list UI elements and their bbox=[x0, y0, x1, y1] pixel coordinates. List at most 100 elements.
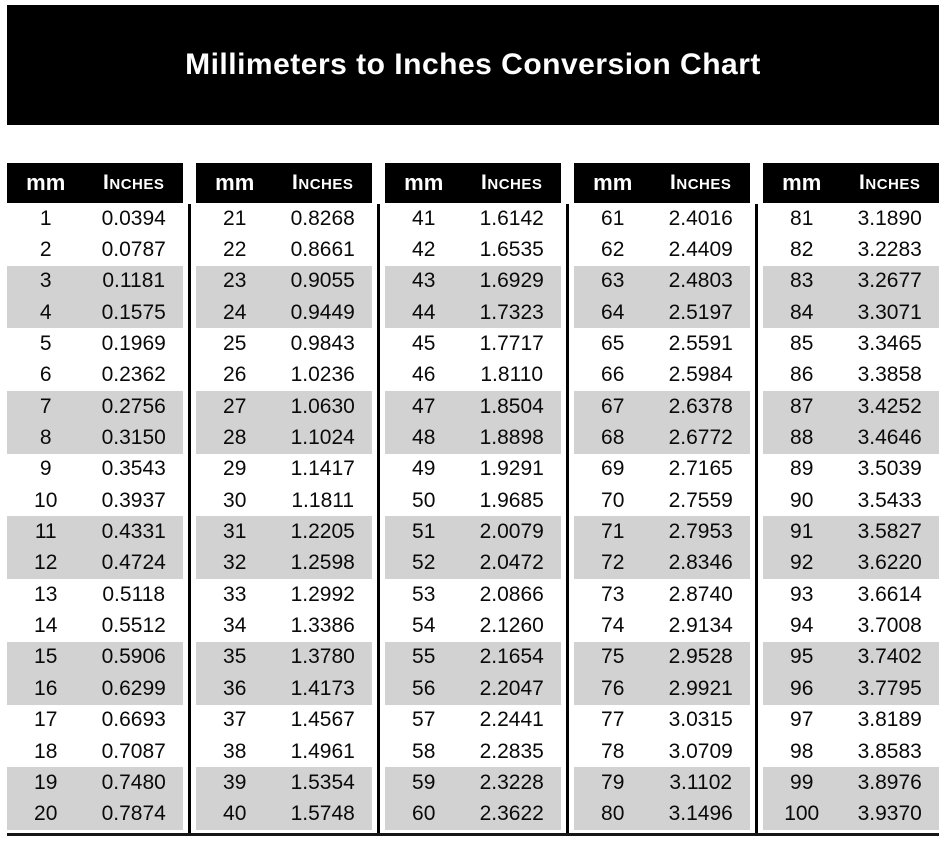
table-row: 99 3.8976 bbox=[763, 767, 939, 799]
table-row: 85 3.3465 bbox=[763, 328, 939, 359]
mm-value: 50 bbox=[412, 488, 436, 512]
table-row: 60 2.3622 bbox=[385, 798, 561, 830]
table-row: 77 3.0315 bbox=[574, 705, 750, 736]
inches-value: 0.1575 bbox=[101, 300, 166, 324]
table-row: 35 1.3780 bbox=[196, 641, 372, 674]
inches-value: 3.2283 bbox=[857, 238, 922, 262]
table-row: 63 2.4803 bbox=[574, 265, 750, 298]
table-row: 26 1.0236 bbox=[196, 360, 372, 391]
inches-value: 3.3465 bbox=[857, 332, 922, 356]
table-row: 45 1.7717 bbox=[385, 328, 561, 359]
table-row: 52 2.0472 bbox=[385, 547, 561, 580]
table-row: 4 0.1575 bbox=[7, 297, 183, 329]
inches-value: 1.1811 bbox=[291, 488, 355, 512]
table-row: 39 1.5354 bbox=[196, 767, 372, 799]
inches-value: 0.3150 bbox=[101, 426, 166, 450]
mm-value: 49 bbox=[412, 457, 436, 481]
mm-value: 61 bbox=[601, 206, 625, 230]
mm-value: 57 bbox=[412, 708, 436, 732]
inches-value: 2.5197 bbox=[668, 300, 733, 324]
inches-value: 0.7087 bbox=[101, 739, 166, 763]
table-row: 8 0.3150 bbox=[7, 422, 183, 454]
mm-value: 64 bbox=[601, 300, 625, 324]
table-row: 50 1.9685 bbox=[385, 485, 561, 516]
table-row: 62 2.4409 bbox=[574, 234, 750, 265]
inches-value: 3.3858 bbox=[857, 363, 922, 387]
mm-value: 1 bbox=[39, 206, 52, 230]
inches-value: 3.0315 bbox=[668, 708, 733, 732]
mm-value: 11 bbox=[34, 520, 57, 544]
table-row: 21 0.8268 bbox=[196, 203, 372, 234]
mm-value: 53 bbox=[412, 582, 436, 606]
table-row: 81 3.1890 bbox=[763, 203, 939, 234]
inches-value: 3.8189 bbox=[857, 708, 922, 732]
mm-value: 67 bbox=[601, 394, 625, 418]
mm-value: 2 bbox=[39, 238, 52, 262]
mm-value: 22 bbox=[223, 238, 247, 262]
table-row: 31 1.2205 bbox=[196, 516, 372, 548]
mm-value: 62 bbox=[601, 238, 625, 262]
table-row: 13 0.5118 bbox=[7, 579, 183, 610]
table-row: 15 0.5906 bbox=[7, 641, 183, 674]
mm-value: 51 bbox=[412, 520, 436, 544]
mm-value: 97 bbox=[790, 708, 814, 732]
mm-value: 10 bbox=[34, 488, 58, 512]
mm-value: 84 bbox=[790, 300, 814, 324]
inches-value: 1.2992 bbox=[290, 582, 355, 606]
mm-value: 31 bbox=[223, 520, 247, 544]
table-row: 37 1.4567 bbox=[196, 705, 372, 736]
mm-value: 42 bbox=[412, 238, 436, 262]
inches-value: 2.7165 bbox=[668, 457, 733, 481]
mm-value: 33 bbox=[223, 582, 247, 606]
table-row: 30 1.1811 bbox=[196, 485, 372, 516]
table-row: 94 3.7008 bbox=[763, 610, 939, 641]
inches-column-header: Inches bbox=[859, 171, 921, 194]
mm-value: 29 bbox=[223, 457, 247, 481]
inches-value: 1.8504 bbox=[479, 394, 544, 418]
table-row: 66 2.5984 bbox=[574, 360, 750, 391]
inches-value: 2.8346 bbox=[668, 551, 733, 575]
inches-value: 0.8661 bbox=[290, 238, 355, 262]
inches-value: 0.9843 bbox=[290, 332, 355, 356]
table-row: 23 0.9055 bbox=[196, 265, 372, 298]
mm-value: 80 bbox=[601, 802, 625, 826]
table-row: 3 0.1181 bbox=[7, 265, 183, 298]
inches-value: 0.3937 bbox=[101, 488, 166, 512]
title-banner: Millimeters to Inches Conversion Chart bbox=[7, 5, 939, 125]
inches-value: 1.0236 bbox=[290, 363, 355, 387]
table-row: 28 1.1024 bbox=[196, 422, 372, 454]
page-title: Millimeters to Inches Conversion Chart bbox=[185, 48, 761, 81]
mm-value: 5 bbox=[39, 332, 52, 356]
table-row: 11 0.4331 bbox=[7, 516, 183, 548]
inches-value: 2.9134 bbox=[668, 614, 733, 638]
table-row: 57 2.2441 bbox=[385, 705, 561, 736]
inches-value: 1.4961 bbox=[290, 739, 355, 763]
mm-value: 30 bbox=[223, 488, 247, 512]
table-row: 79 3.1102 bbox=[574, 767, 750, 799]
inches-value: 1.8110 bbox=[480, 363, 544, 387]
inches-value: 3.5827 bbox=[857, 520, 922, 544]
inches-value: 3.1496 bbox=[668, 802, 733, 826]
mm-value: 56 bbox=[412, 676, 436, 700]
mm-value: 35 bbox=[223, 645, 247, 669]
inches-value: 1.9685 bbox=[479, 488, 544, 512]
inches-value: 0.6299 bbox=[101, 676, 166, 700]
mm-value: 83 bbox=[790, 269, 814, 293]
table-row: 53 2.0866 bbox=[385, 579, 561, 610]
mm-value: 99 bbox=[790, 770, 814, 794]
mm-value: 44 bbox=[412, 300, 436, 324]
mm-value: 3 bbox=[39, 269, 52, 293]
table-row: 33 1.2992 bbox=[196, 579, 372, 610]
mm-value: 17 bbox=[34, 708, 58, 732]
table-row: 12 0.4724 bbox=[7, 547, 183, 580]
mm-value: 69 bbox=[601, 457, 625, 481]
inches-value: 2.4803 bbox=[668, 269, 733, 293]
mm-value: 25 bbox=[223, 332, 247, 356]
mm-column-header: mm bbox=[593, 170, 633, 195]
table-row: 2 0.0787 bbox=[7, 234, 183, 265]
mm-value: 13 bbox=[34, 582, 58, 606]
table-row: 61 2.4016 bbox=[574, 203, 750, 234]
mm-value: 23 bbox=[223, 269, 247, 293]
table-row: 41 1.6142 bbox=[385, 203, 561, 234]
inches-value: 3.1890 bbox=[857, 206, 922, 230]
